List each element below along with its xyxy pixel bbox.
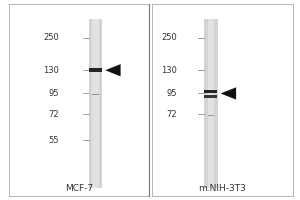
Text: 95: 95 [49, 89, 59, 98]
Text: 130: 130 [43, 66, 59, 75]
Bar [92, 19, 99, 188]
Text: 72: 72 [49, 110, 59, 119]
Bar [208, 115, 214, 116]
Text: 130: 130 [161, 66, 177, 75]
Text: 250: 250 [161, 33, 177, 42]
Text: 72: 72 [166, 110, 177, 119]
Bar [208, 19, 214, 188]
Bar [204, 95, 217, 98]
Bar [204, 90, 217, 93]
Bar [89, 68, 102, 72]
Text: MCF-7: MCF-7 [65, 184, 93, 193]
Polygon shape [220, 87, 236, 100]
Bar [92, 94, 99, 95]
Text: 250: 250 [44, 33, 59, 42]
Bar [88, 19, 103, 188]
Polygon shape [105, 64, 121, 76]
Text: m.NIH-3T3: m.NIH-3T3 [198, 184, 246, 193]
Text: 95: 95 [167, 89, 177, 98]
Text: 55: 55 [49, 136, 59, 145]
Bar [204, 19, 218, 188]
